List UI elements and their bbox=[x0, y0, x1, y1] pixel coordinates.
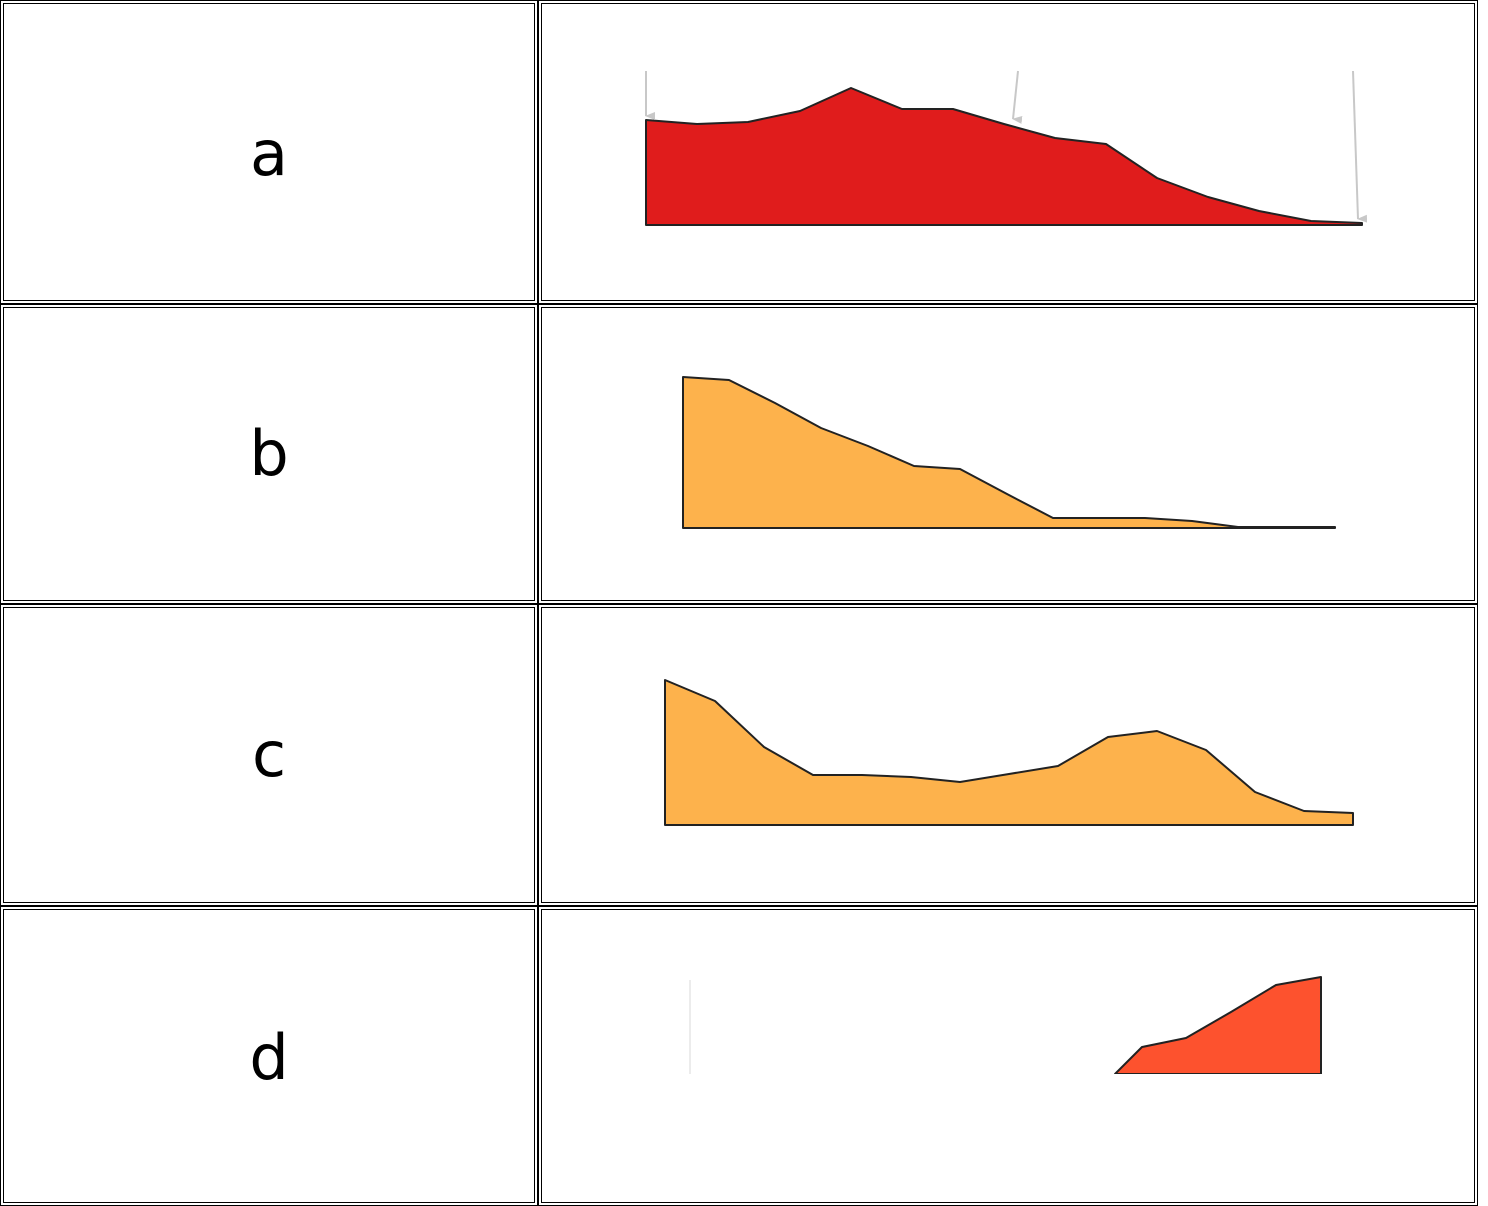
profile-shape-c bbox=[664, 679, 1354, 826]
profile-shapes bbox=[645, 70, 1368, 1074]
row-c-label-cell: c bbox=[0, 604, 538, 906]
arrow-icon bbox=[1012, 70, 1023, 124]
profile-shape-b bbox=[682, 376, 1336, 529]
row-label: a bbox=[250, 117, 288, 190]
profile-shape-a bbox=[645, 87, 1363, 226]
row-a-label-cell: a bbox=[0, 0, 538, 304]
arrow-icon bbox=[1352, 70, 1368, 223]
row-b-label-cell: b bbox=[0, 304, 538, 604]
row-label: b bbox=[249, 417, 289, 490]
profile-shape-d bbox=[1114, 976, 1322, 1074]
row-label: c bbox=[251, 718, 287, 791]
